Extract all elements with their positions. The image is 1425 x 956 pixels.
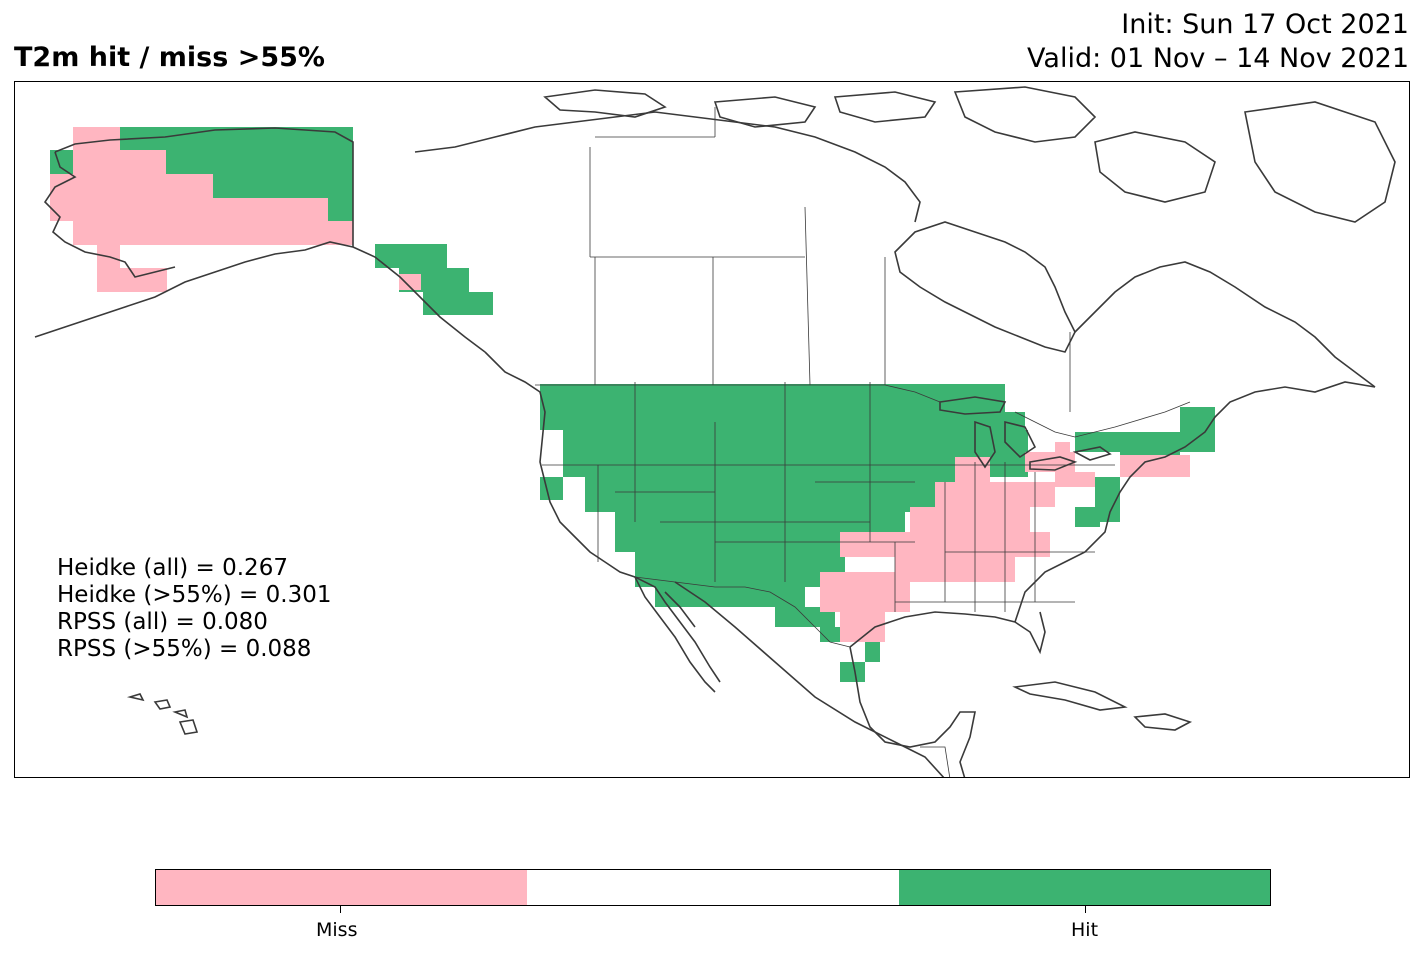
hispaniola: [1133, 713, 1193, 731]
hit-cell: [540, 384, 1005, 430]
miss-cell: [1120, 455, 1190, 477]
miss-cell: [1055, 472, 1095, 487]
miss-cell: [73, 150, 166, 174]
valid-period: Valid: 01 Nov – 14 Nov 2021: [1027, 43, 1409, 74]
arctic-islands: [543, 86, 1396, 223]
hit-cell: [50, 150, 73, 174]
hit-cell: [120, 127, 353, 150]
hit-cell: [840, 662, 865, 682]
hit-cell: [1120, 432, 1180, 455]
alaska-west-coast: [43, 151, 176, 278]
miss-cell: [820, 572, 910, 612]
cuba: [1012, 681, 1128, 711]
arctic-coast: [414, 111, 921, 223]
forecast-dates: Init: Sun 17 Oct 2021 Valid: 01 Nov – 14…: [1027, 8, 1409, 76]
miss-cell: [97, 268, 120, 292]
baja-coast: [634, 576, 716, 693]
hit-cell: [1075, 432, 1120, 452]
great-lakes: [939, 396, 1112, 471]
hit-cell: [166, 150, 353, 174]
alaska-coast: [34, 127, 486, 353]
miss-cell: [399, 274, 421, 290]
hawaii: [126, 693, 199, 735]
us-state-borders: [542, 382, 1115, 612]
grid-cells: [50, 127, 1215, 682]
mexico-coast: [674, 581, 945, 777]
skill-scores: Heidke (all) = 0.267 Heidke (>55%) = 0.3…: [57, 555, 331, 663]
hit-cell: [585, 477, 955, 512]
political-borders: [352, 107, 1191, 777]
hit-cell: [423, 292, 493, 315]
colorbar-miss-label: Miss: [316, 919, 358, 941]
miss-cell: [120, 268, 167, 292]
gulf-coast: [849, 611, 1046, 777]
hit-cell: [655, 587, 805, 607]
miss-cell: [50, 198, 328, 221]
colorbar: [155, 869, 1271, 906]
heidke-all: Heidke (all) = 0.267: [57, 555, 288, 581]
miss-tick: [340, 906, 341, 913]
rpss-all: RPSS (all) = 0.080: [57, 609, 268, 635]
init-date: Init: Sun 17 Oct 2021: [1121, 9, 1409, 40]
hudson-bay: [894, 221, 1076, 353]
hit-cell: [1015, 457, 1025, 477]
hit-cell: [213, 174, 353, 198]
miss-cell: [935, 482, 1055, 507]
miss-cell: [1055, 442, 1070, 460]
hit-cell: [865, 642, 880, 662]
miss-cell: [50, 174, 213, 198]
hit-cell: [328, 198, 353, 221]
miss-cell: [955, 457, 990, 482]
rpss-55: RPSS (>55%) = 0.088: [57, 636, 312, 662]
hit-cell: [635, 552, 845, 587]
hit-tick: [1085, 906, 1086, 913]
canada-provinces: [589, 107, 1071, 412]
colorbar-neutral-segment: [527, 870, 899, 905]
labrador-coast: [1074, 261, 1376, 388]
central-america-border: [920, 746, 951, 777]
hit-cell: [375, 244, 447, 268]
hit-cell: [1000, 412, 1025, 432]
hit-cell: [1075, 507, 1100, 527]
atlantic-coast: [1014, 381, 1376, 623]
heidke-55: Heidke (>55%) = 0.301: [57, 582, 332, 608]
miss-cell: [73, 221, 353, 245]
map-title: T2m hit / miss >55%: [14, 42, 325, 73]
miss-cell: [910, 507, 1030, 532]
us-mexico-border: [634, 576, 851, 648]
miss-cell: [895, 557, 1015, 582]
us-canada-border: [535, 384, 1191, 438]
colorbar-hit-segment: [898, 870, 1270, 905]
colorbar-miss-segment: [156, 870, 528, 905]
colorbar-hit-label: Hit: [1071, 919, 1099, 941]
hit-cell: [540, 477, 563, 500]
hit-cell: [563, 430, 933, 477]
miss-cell: [73, 127, 120, 150]
north-america-map: [34, 86, 1396, 777]
hit-cell: [1180, 407, 1215, 452]
pacific-coast: [484, 351, 721, 683]
map-panel: [14, 81, 1410, 778]
